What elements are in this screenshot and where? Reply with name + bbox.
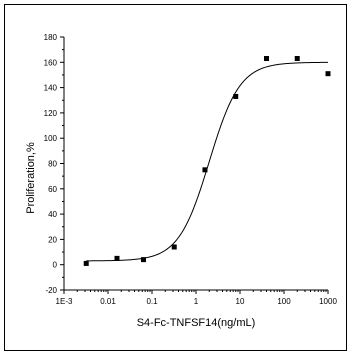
x-tick-label: 1000 [319, 297, 337, 306]
y-tick-label: 100 [44, 134, 58, 143]
data-point [171, 244, 177, 250]
x-tick-label: 1 [194, 297, 199, 306]
x-tick-label: 100 [277, 297, 291, 306]
x-tick-label: 0.1 [146, 297, 158, 306]
data-point [233, 93, 239, 99]
y-tick-label: 40 [48, 210, 57, 219]
data-point [263, 56, 269, 62]
y-tick-label: 0 [53, 261, 58, 270]
x-tick-label: 0.01 [100, 297, 116, 306]
data-point [140, 257, 146, 263]
data-point [294, 56, 300, 62]
y-axis-title: Proliferation,% [25, 142, 37, 214]
y-tick-label: 80 [48, 160, 57, 169]
fit-curve [86, 61, 329, 262]
x-tick-label: 10 [236, 297, 245, 306]
axes: -20 0 20 40 60 80 100 120 140 160 180 1E-3 0.01 0.1 1 1… [44, 33, 338, 306]
y-tick-label: -20 [45, 286, 57, 295]
x-axis-title: S4-Fc-TNFSF14(ng/mL) [137, 317, 256, 329]
y-tick-label: 180 [44, 33, 58, 42]
data-point [83, 260, 89, 266]
x-tick-label: 1E-3 [56, 297, 73, 306]
data-point [202, 167, 208, 173]
y-tick-label: 120 [44, 109, 58, 118]
y-tick-label: 160 [44, 58, 58, 67]
y-tick-label: 20 [48, 235, 57, 244]
y-tick-label: 140 [44, 84, 58, 93]
data-marks [83, 56, 331, 266]
data-point [114, 255, 120, 261]
data-point [325, 71, 331, 77]
y-tick-label: 60 [48, 185, 57, 194]
